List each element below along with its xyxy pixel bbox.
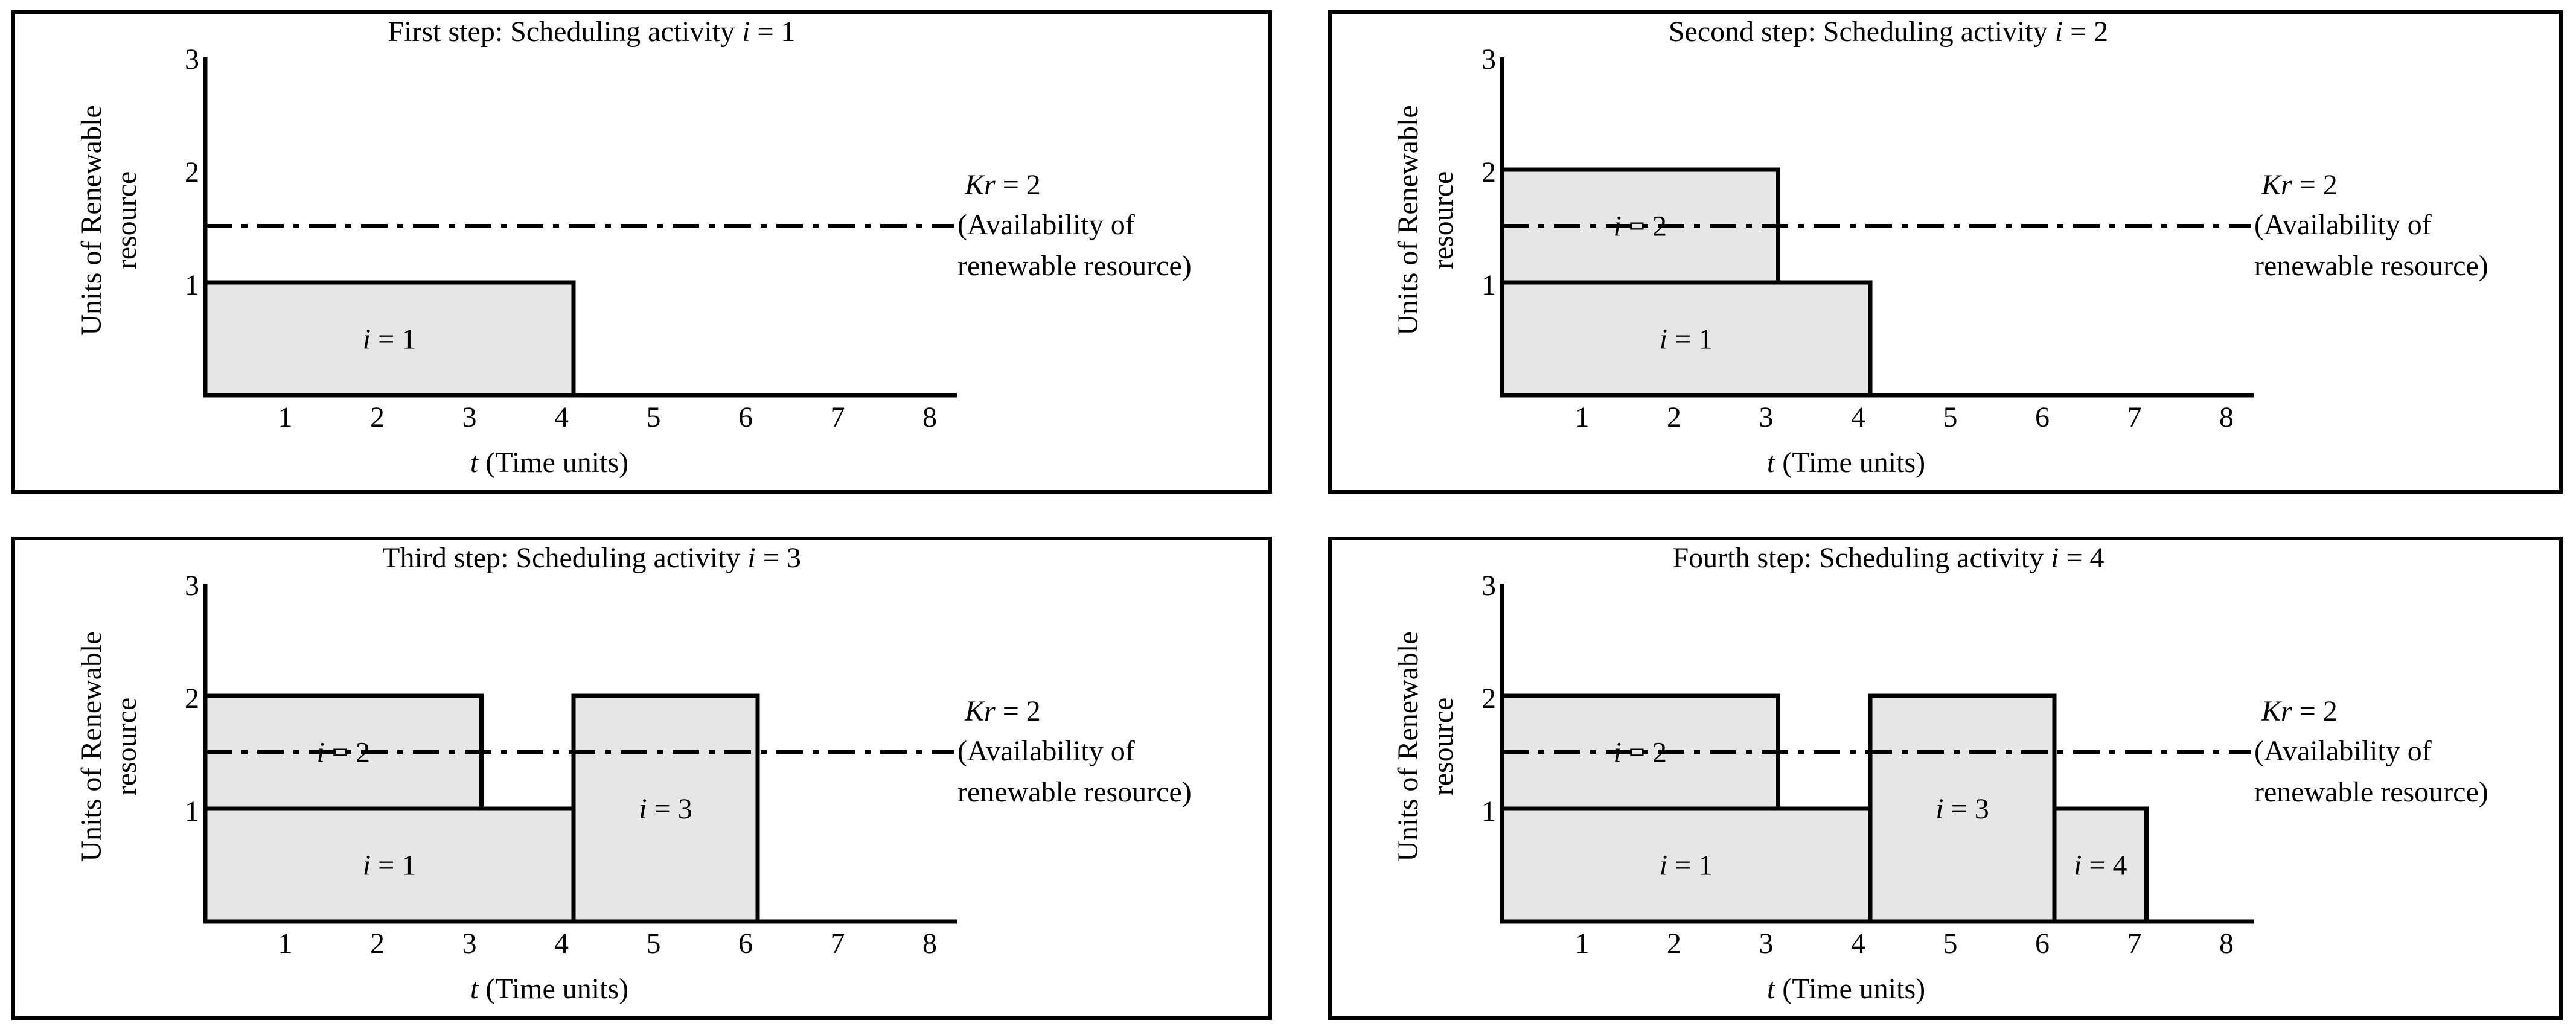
x-tick-label-6: 6 <box>2035 928 2050 960</box>
x-tick-label-7: 7 <box>2127 928 2142 960</box>
y-tick-label-2: 2 <box>1481 156 1496 188</box>
capacity-note-line2: renewable resource) <box>2254 250 2488 282</box>
y-axis-label-line2: resource <box>110 171 142 270</box>
x-tick-label-2: 2 <box>1667 401 1681 433</box>
x-axis-label: t (Time units) <box>470 973 628 1005</box>
panel-frame <box>1328 10 2563 494</box>
activity-label-1: i = 1 <box>1660 850 1713 882</box>
x-tick-label-8: 8 <box>922 401 937 433</box>
chart-panel-4: Fourth step: Scheduling activity i = 4 i … <box>1328 537 2563 1020</box>
activity-bar-3 <box>1868 693 2057 924</box>
activity-bar-1 <box>1500 806 1873 924</box>
y-tick-label-1: 1 <box>185 795 199 827</box>
x-tick-label-3: 3 <box>462 928 477 960</box>
y-axis-label-line1: Units of Renewable <box>75 631 107 861</box>
capacity-note-line1: (Availability of <box>2254 209 2432 241</box>
activity-label-3: i = 3 <box>639 793 692 825</box>
x-tick-label-4: 4 <box>1851 928 1865 960</box>
chart-panel-1: First step: Scheduling activity i = 1 i =… <box>11 10 1272 494</box>
capacity-note-line1: (Availability of <box>957 209 1135 241</box>
capacity-note-line2: renewable resource) <box>957 776 1192 808</box>
y-tick-label-2: 2 <box>185 683 199 715</box>
y-tick-label-3: 3 <box>185 43 199 75</box>
capacity-label: Kr = 2 <box>2261 169 2338 201</box>
x-tick-label-8: 8 <box>922 928 937 960</box>
capacity-note-line2: renewable resource) <box>957 250 1192 282</box>
chart-title: Third step: Scheduling activity i = 3 <box>382 542 801 574</box>
x-tick-label-5: 5 <box>1943 928 1958 960</box>
activity-label-1: i = 1 <box>1660 323 1713 355</box>
chart-title: First step: Scheduling activity i = 1 <box>388 16 795 48</box>
activity-bar-4 <box>2052 806 2149 924</box>
chart-panel-2: Second step: Scheduling activity i = 2 i … <box>1328 10 2563 494</box>
chart-title: Fourth step: Scheduling activity i = 4 <box>1672 542 2104 574</box>
x-tick-label-3: 3 <box>1759 928 1774 960</box>
y-axis-label-line1: Units of Renewable <box>1392 105 1424 335</box>
capacity-label: Kr = 2 <box>2261 695 2338 727</box>
activity-label-3: i = 3 <box>1935 793 1989 825</box>
y-axis-label-line1: Units of Renewable <box>75 105 107 335</box>
x-tick-label-4: 4 <box>554 401 569 433</box>
y-axis-label-line1: Units of Renewable <box>1392 631 1424 861</box>
y-axis-label-line2: resource <box>110 698 142 796</box>
chart-panel-3: Third step: Scheduling activity i = 3 i =… <box>11 537 1272 1020</box>
y-tick-label-3: 3 <box>185 570 199 602</box>
x-tick-label-8: 8 <box>2219 928 2234 960</box>
capacity-label: Kr = 2 <box>964 695 1041 727</box>
x-tick-label-7: 7 <box>831 401 845 433</box>
y-tick-label-3: 3 <box>1481 570 1496 602</box>
panel-frame <box>1328 537 2563 1020</box>
y-tick-label-2: 2 <box>1481 683 1496 715</box>
x-tick-label-6: 6 <box>738 928 753 960</box>
y-tick-label-1: 1 <box>185 269 199 301</box>
x-tick-label-4: 4 <box>554 928 569 960</box>
x-tick-label-2: 2 <box>370 401 385 433</box>
x-tick-label-1: 1 <box>278 928 293 960</box>
y-axis-label-line2: resource <box>1427 698 1459 796</box>
x-tick-label-3: 3 <box>462 401 477 433</box>
y-axis-label: Units of Renewable resource <box>1392 631 1459 861</box>
y-axis-label: Units of Renewable resource <box>75 631 142 861</box>
x-axis-label: t (Time units) <box>1767 973 1925 1005</box>
x-tick-label-5: 5 <box>1943 401 1958 433</box>
activity-bar-1 <box>203 806 576 924</box>
chart-title: Second step: Scheduling activity i = 2 <box>1669 16 2108 48</box>
x-tick-label-1: 1 <box>1575 928 1590 960</box>
capacity-note-line1: (Availability of <box>2254 735 2432 767</box>
capacity-note-line2: renewable resource) <box>2254 776 2488 808</box>
x-tick-label-3: 3 <box>1759 401 1774 433</box>
capacity-label: Kr = 2 <box>964 169 1041 201</box>
x-tick-label-5: 5 <box>647 401 661 433</box>
x-tick-label-7: 7 <box>2127 401 2142 433</box>
x-tick-label-6: 6 <box>738 401 753 433</box>
y-axis-label: Units of Renewable resource <box>1392 105 1459 335</box>
x-tick-label-6: 6 <box>2035 401 2050 433</box>
y-tick-label-1: 1 <box>1481 795 1496 827</box>
x-tick-label-5: 5 <box>647 928 661 960</box>
x-tick-label-7: 7 <box>831 928 845 960</box>
x-axis-label: t (Time units) <box>470 447 628 479</box>
y-axis-label: Units of Renewable resource <box>75 105 142 335</box>
x-tick-label-1: 1 <box>1575 401 1590 433</box>
y-tick-label-3: 3 <box>1481 43 1496 75</box>
x-tick-label-2: 2 <box>1667 928 1681 960</box>
capacity-note-line1: (Availability of <box>957 735 1135 767</box>
x-tick-label-1: 1 <box>278 401 293 433</box>
x-tick-label-2: 2 <box>370 928 385 960</box>
y-tick-label-1: 1 <box>1481 269 1496 301</box>
activity-label-1: i = 1 <box>363 850 416 882</box>
y-tick-label-2: 2 <box>185 156 199 188</box>
x-axis-label: t (Time units) <box>1767 447 1925 479</box>
activity-label-4: i = 4 <box>2074 850 2127 882</box>
x-tick-label-8: 8 <box>2219 401 2234 433</box>
panel-frame <box>11 10 1272 494</box>
panel-frame <box>11 537 1272 1020</box>
y-axis-label-line2: resource <box>1427 171 1459 270</box>
x-tick-label-4: 4 <box>1851 401 1865 433</box>
activity-label-1: i = 1 <box>363 323 416 355</box>
